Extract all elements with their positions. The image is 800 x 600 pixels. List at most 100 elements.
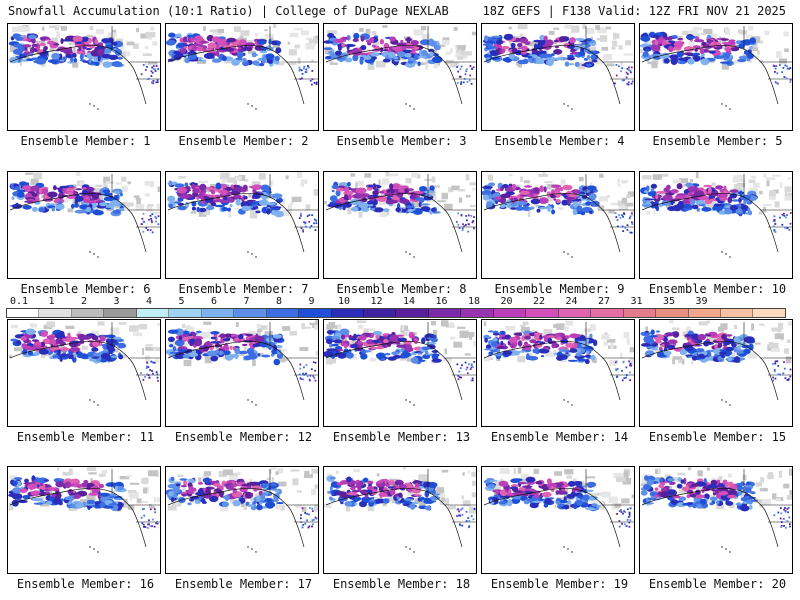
snow-band-cell <box>540 355 545 358</box>
snow-band-cell <box>487 45 496 49</box>
snow-speckle <box>783 367 786 370</box>
snow-band-cell <box>235 198 241 206</box>
snow-light-patch <box>291 196 302 202</box>
snow-light-patch <box>60 25 67 31</box>
ensemble-panel-13[interactable]: Ensemble Member: 13 <box>323 319 480 444</box>
snow-band-cell <box>30 47 35 54</box>
snow-band-cell <box>747 207 751 213</box>
snow-band-cell <box>559 187 564 192</box>
snow-band-cell <box>116 56 124 60</box>
snowfall-map[interactable] <box>639 466 793 574</box>
snow-speckle <box>623 79 625 82</box>
snow-band-cell <box>16 192 25 198</box>
ensemble-panel-20[interactable]: Ensemble Member: 20 <box>639 466 796 591</box>
snowfall-map[interactable] <box>323 23 477 131</box>
snow-light-patch <box>145 355 151 362</box>
snow-light-patch <box>301 323 305 330</box>
snowfall-map[interactable] <box>165 23 319 131</box>
ensemble-label: Ensemble Member: 12 <box>174 430 313 444</box>
ensemble-panel-17[interactable]: Ensemble Member: 17 <box>165 466 322 591</box>
ensemble-panel-18[interactable]: Ensemble Member: 18 <box>323 466 480 591</box>
ensemble-panel-12[interactable]: Ensemble Member: 12 <box>165 319 322 444</box>
ensemble-panel-5[interactable]: Ensemble Member: 5 <box>639 23 796 148</box>
snow-band-cell <box>497 345 504 350</box>
snow-band-cell <box>492 333 501 336</box>
snowfall-map[interactable] <box>7 319 161 427</box>
snow-speckle <box>155 217 158 220</box>
snow-band-cell <box>397 334 404 337</box>
snow-speckle <box>310 225 313 227</box>
ensemble-panel-6[interactable]: Ensemble Member: 6 <box>7 171 164 296</box>
snow-band-cell <box>270 207 281 211</box>
snow-light-patch <box>462 472 465 476</box>
ensemble-panel-10[interactable]: Ensemble Member: 10 <box>639 171 796 296</box>
snow-band-cell <box>539 34 545 41</box>
ensemble-panel-4[interactable]: Ensemble Member: 4 <box>481 23 638 148</box>
snow-band-cell <box>393 56 398 60</box>
snow-light-patch <box>473 340 476 347</box>
snowfall-map[interactable] <box>481 171 635 279</box>
snow-band-cell <box>53 492 62 499</box>
snow-light-patch <box>725 29 731 36</box>
snow-speckle <box>299 78 302 80</box>
snow-band-cell <box>111 41 118 46</box>
ensemble-panel-14[interactable]: Ensemble Member: 14 <box>481 319 638 444</box>
ensemble-panel-7[interactable]: Ensemble Member: 7 <box>165 171 322 296</box>
snow-light-patch <box>508 39 514 45</box>
snow-speckle <box>785 77 788 80</box>
ensemble-panel-3[interactable]: Ensemble Member: 3 <box>323 23 480 148</box>
snow-band-cell <box>204 197 213 203</box>
ensemble-panel-19[interactable]: Ensemble Member: 19 <box>481 466 638 591</box>
snow-band-cell <box>274 55 280 62</box>
snow-light-patch <box>610 342 614 349</box>
snowfall-map[interactable] <box>639 23 793 131</box>
snowfall-map[interactable] <box>639 171 793 279</box>
snow-band-cell <box>383 48 389 52</box>
snowfall-map[interactable] <box>639 319 793 427</box>
snow-light-patch <box>645 326 649 332</box>
snowfall-map[interactable] <box>165 171 319 279</box>
snow-light-patch <box>716 504 725 510</box>
snowfall-map[interactable] <box>7 466 161 574</box>
snow-band-cell <box>569 333 579 339</box>
snowfall-map[interactable] <box>481 466 635 574</box>
snow-light-patch <box>651 59 659 64</box>
snowfall-map[interactable] <box>323 171 477 279</box>
snowfall-map[interactable] <box>481 319 635 427</box>
island-dot <box>97 256 99 258</box>
snowfall-map[interactable] <box>481 23 635 131</box>
snow-light-patch <box>523 43 528 46</box>
snow-band-cell <box>566 198 572 204</box>
snow-speckle <box>308 525 311 528</box>
snow-band-cell <box>485 344 492 350</box>
ensemble-panel-2[interactable]: Ensemble Member: 2 <box>165 23 322 148</box>
snow-speckle <box>303 366 305 369</box>
island-dot <box>721 399 723 401</box>
snow-band-cell <box>236 51 244 59</box>
snow-light-patch <box>235 177 242 180</box>
island-dot <box>563 103 565 105</box>
snow-speckle <box>629 364 631 367</box>
snow-speckle <box>616 513 618 515</box>
ensemble-panel-15[interactable]: Ensemble Member: 15 <box>639 319 796 444</box>
snowfall-map[interactable] <box>7 23 161 131</box>
ensemble-panel-11[interactable]: Ensemble Member: 11 <box>7 319 164 444</box>
snow-band-cell <box>51 52 60 60</box>
snowfall-map[interactable] <box>7 171 161 279</box>
snowfall-map[interactable] <box>165 466 319 574</box>
snow-band-cell <box>590 54 598 59</box>
snow-band-cell <box>366 339 375 345</box>
ensemble-panel-16[interactable]: Ensemble Member: 16 <box>7 466 164 591</box>
snow-band-cell <box>686 502 693 505</box>
snow-band-cell <box>585 507 596 511</box>
snow-light-patch <box>548 30 555 35</box>
snowfall-map[interactable] <box>323 319 477 427</box>
snowfall-map[interactable] <box>323 466 477 574</box>
snow-light-patch <box>758 211 763 215</box>
ensemble-panel-8[interactable]: Ensemble Member: 8 <box>323 171 480 296</box>
snow-speckle <box>628 69 630 71</box>
snowfall-map[interactable] <box>165 319 319 427</box>
snow-light-patch <box>175 499 178 506</box>
ensemble-panel-1[interactable]: Ensemble Member: 1 <box>7 23 164 148</box>
ensemble-panel-9[interactable]: Ensemble Member: 9 <box>481 171 638 296</box>
